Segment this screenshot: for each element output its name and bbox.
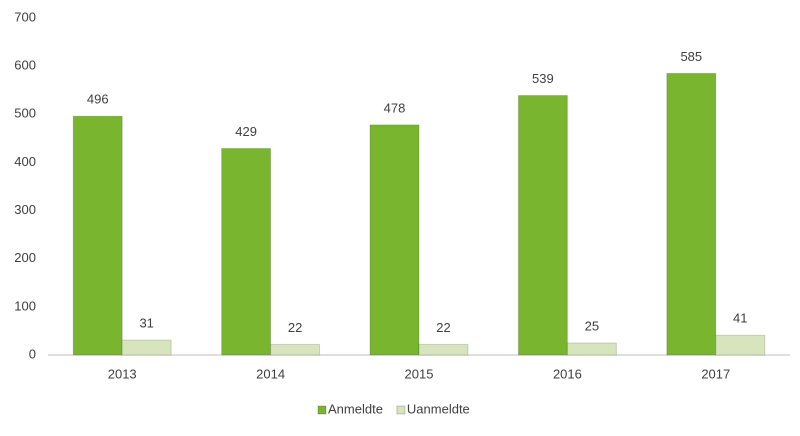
legend-marker [317,405,327,415]
bar [121,339,172,356]
value-label: 478 [384,100,406,115]
value-label: 31 [139,316,153,331]
bar [270,343,321,356]
value-label: 41 [733,311,747,326]
x-tick-label: 2016 [553,366,582,381]
x-tick-label: 2015 [405,366,434,381]
y-tick-label: 300 [14,202,36,217]
y-tick-label: 400 [14,154,36,169]
bar [369,124,420,356]
value-label: 539 [532,71,554,86]
y-tick-label: 600 [14,58,36,73]
bar [418,343,469,356]
legend-label: Anmeldte [328,401,383,416]
value-label: 585 [680,49,702,64]
value-label: 429 [235,124,257,139]
x-tick-label: 2017 [701,366,730,381]
y-tick-label: 500 [14,106,36,121]
bar [221,147,272,356]
value-label: 25 [585,318,599,333]
bar [72,115,123,356]
value-label: 22 [288,320,302,335]
bar [566,342,617,356]
value-label: 22 [436,320,450,335]
value-label: 496 [87,92,109,107]
legend-label: Uanmeldte [407,401,470,416]
bar [715,334,766,356]
y-tick-label: 200 [14,250,36,265]
x-tick-label: 2013 [108,366,137,381]
x-tick-label: 2014 [256,366,285,381]
bar [666,72,717,356]
y-tick-label: 100 [14,298,36,313]
legend-marker [396,405,406,415]
bar [517,95,568,356]
y-tick-label: 0 [29,346,36,361]
y-tick-label: 700 [14,9,36,24]
